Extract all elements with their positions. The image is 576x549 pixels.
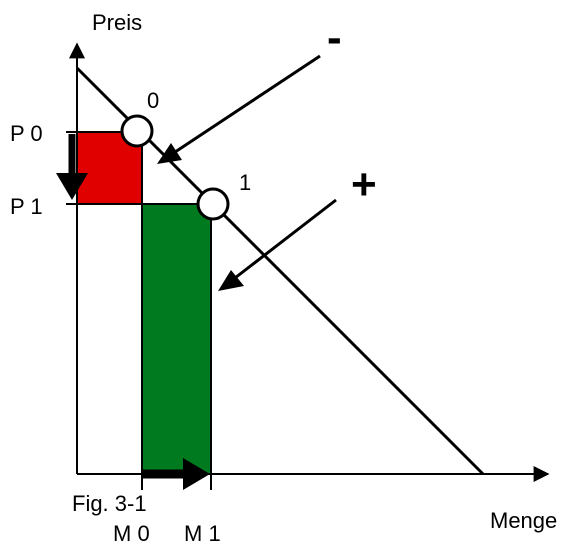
plus-pointer-arrowhead (218, 270, 244, 291)
gain-area (142, 204, 211, 474)
minus-sign: - (327, 13, 342, 62)
quantity-label-m1: M 1 (184, 521, 221, 546)
figure-caption: Fig. 3-1 (72, 491, 147, 516)
x-axis-label: Menge (490, 508, 557, 533)
point-label-1: 1 (239, 170, 251, 195)
minus-pointer-arrowhead (157, 143, 182, 164)
price-label-p0: P 0 (10, 121, 43, 146)
price-drop-arrow-head (56, 173, 88, 200)
minus-pointer-arrow (159, 54, 321, 164)
plus-sign: + (351, 160, 377, 209)
point-label-0: 0 (147, 88, 159, 113)
point-0-marker (120, 114, 154, 148)
plus-pointer-arrow (221, 198, 337, 290)
quantity-label-m0: M 0 (113, 521, 150, 546)
y-axis-label: Preis (92, 10, 142, 35)
quantity-increase-arrow-head (183, 458, 210, 490)
price-label-p1: P 1 (10, 194, 43, 219)
point-1-marker (196, 187, 230, 221)
